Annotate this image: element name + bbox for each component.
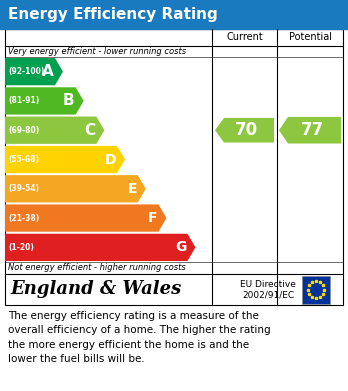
Polygon shape [5, 87, 84, 115]
Text: (1-20): (1-20) [8, 243, 34, 252]
Text: B: B [63, 93, 75, 108]
Text: 2002/91/EC: 2002/91/EC [242, 290, 294, 299]
Polygon shape [279, 117, 341, 143]
Text: Current: Current [226, 32, 263, 43]
Text: Very energy efficient - lower running costs: Very energy efficient - lower running co… [8, 47, 186, 56]
Bar [5, 29, 343, 305]
Text: C: C [84, 123, 95, 138]
Text: E: E [127, 182, 137, 196]
Bar [0, 0, 348, 29]
Polygon shape [5, 175, 146, 203]
Text: 70: 70 [235, 121, 258, 139]
Text: (21-38): (21-38) [8, 213, 39, 222]
Text: A: A [42, 64, 54, 79]
Text: (81-91): (81-91) [8, 97, 39, 106]
Polygon shape [5, 146, 125, 173]
Text: Potential: Potential [288, 32, 332, 43]
Text: 77: 77 [300, 121, 324, 139]
Polygon shape [5, 204, 166, 232]
Text: England & Wales: England & Wales [10, 280, 181, 298]
Text: The energy efficiency rating is a measure of the
overall efficiency of a home. T: The energy efficiency rating is a measur… [8, 311, 271, 364]
Text: D: D [104, 152, 116, 167]
Polygon shape [5, 58, 63, 85]
Polygon shape [215, 118, 274, 142]
Text: (55-68): (55-68) [8, 155, 39, 164]
Polygon shape [5, 234, 196, 261]
Bar [302, 276, 330, 303]
Text: F: F [148, 211, 157, 225]
Text: G: G [175, 240, 187, 255]
Text: (92-100): (92-100) [8, 67, 45, 76]
Text: Energy Efficiency Rating: Energy Efficiency Rating [8, 7, 218, 22]
Text: (39-54): (39-54) [8, 184, 39, 193]
Polygon shape [5, 117, 104, 144]
Text: EU Directive: EU Directive [240, 280, 296, 289]
Text: (69-80): (69-80) [8, 126, 39, 135]
Text: Not energy efficient - higher running costs: Not energy efficient - higher running co… [8, 264, 186, 273]
